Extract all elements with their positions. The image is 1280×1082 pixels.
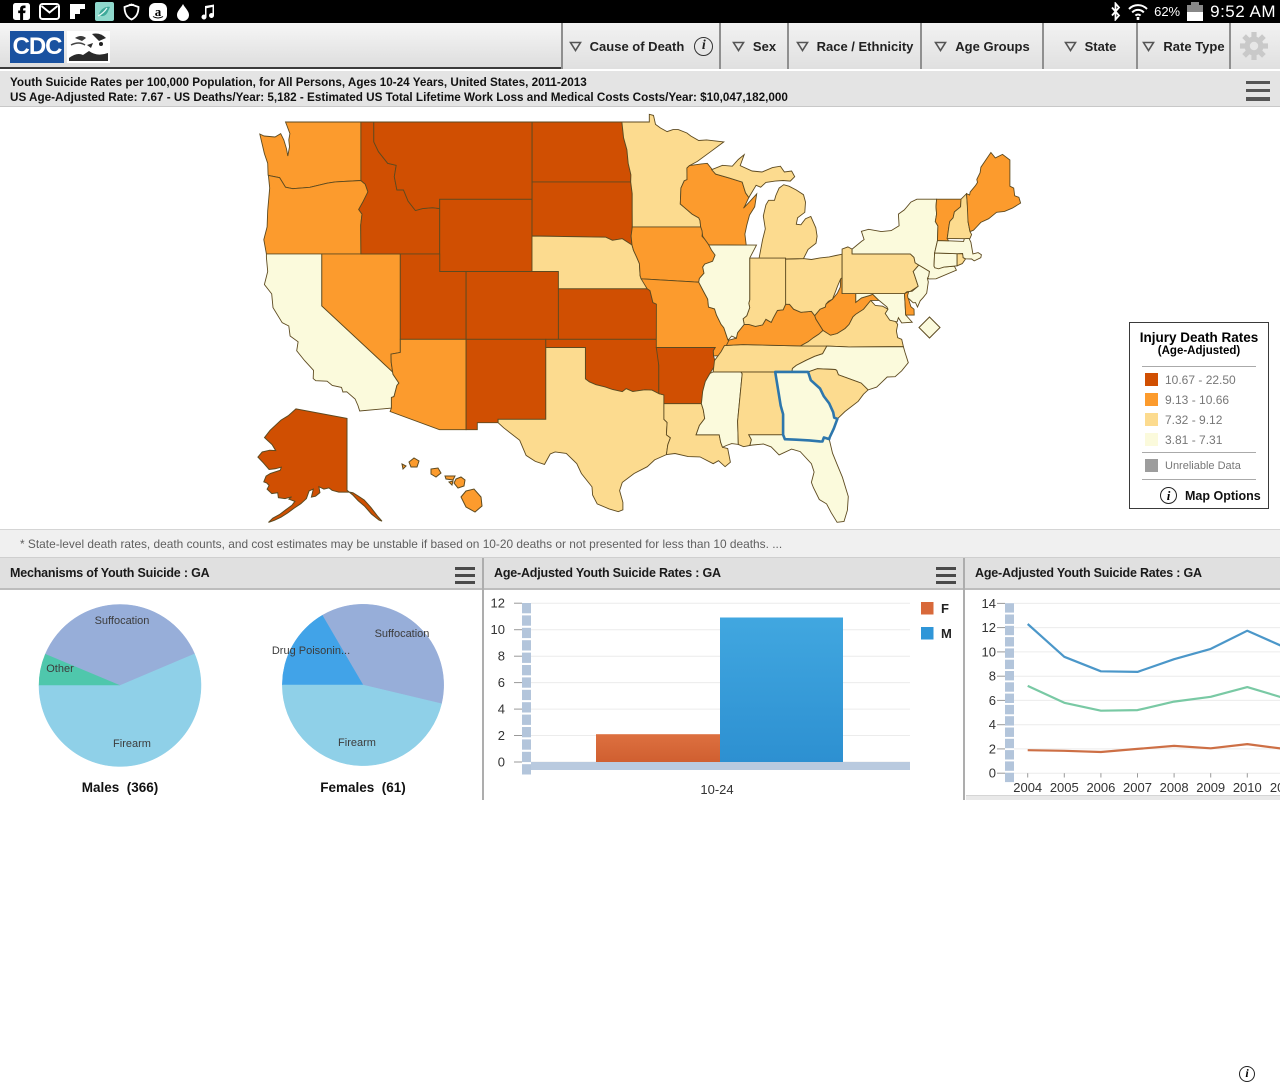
svg-text:Females (61): Females (61) [320, 780, 406, 795]
svg-text:2011: 2011 [1270, 780, 1280, 795]
svg-text:2: 2 [989, 741, 996, 756]
svg-text:10-24: 10-24 [700, 782, 733, 797]
svg-text:Firearm: Firearm [113, 738, 151, 750]
svg-text:Firearm: Firearm [338, 737, 376, 749]
svg-text:8: 8 [498, 649, 505, 664]
svg-text:2007: 2007 [1123, 780, 1152, 795]
svg-text:2: 2 [498, 728, 505, 743]
svg-text:10: 10 [491, 622, 505, 637]
svg-text:a: a [155, 4, 162, 19]
svg-text:2006: 2006 [1086, 780, 1115, 795]
svg-text:Suffocation: Suffocation [375, 628, 430, 640]
svg-text:Males (366): Males (366) [82, 780, 159, 795]
svg-text:10: 10 [982, 644, 996, 659]
svg-text:M: M [941, 626, 952, 641]
svg-text:Other: Other [46, 663, 74, 675]
svg-text:0: 0 [498, 755, 505, 770]
svg-text:6: 6 [498, 675, 505, 690]
svg-text:2009: 2009 [1196, 780, 1225, 795]
svg-text:Suffocation: Suffocation [95, 615, 150, 627]
svg-text:4: 4 [498, 702, 505, 717]
svg-text:14: 14 [982, 596, 996, 611]
svg-text:2004: 2004 [1013, 780, 1042, 795]
svg-text:4: 4 [989, 717, 996, 732]
svg-text:2010: 2010 [1233, 780, 1262, 795]
svg-text:2008: 2008 [1160, 780, 1189, 795]
svg-text:12: 12 [982, 620, 996, 635]
svg-text:F: F [941, 601, 949, 616]
svg-text:12: 12 [491, 596, 505, 611]
svg-text:Drug Poisonin...: Drug Poisonin... [272, 645, 350, 657]
svg-text:0: 0 [989, 766, 996, 781]
svg-text:8: 8 [989, 669, 996, 684]
svg-text:6: 6 [989, 693, 996, 708]
svg-text:2005: 2005 [1050, 780, 1079, 795]
